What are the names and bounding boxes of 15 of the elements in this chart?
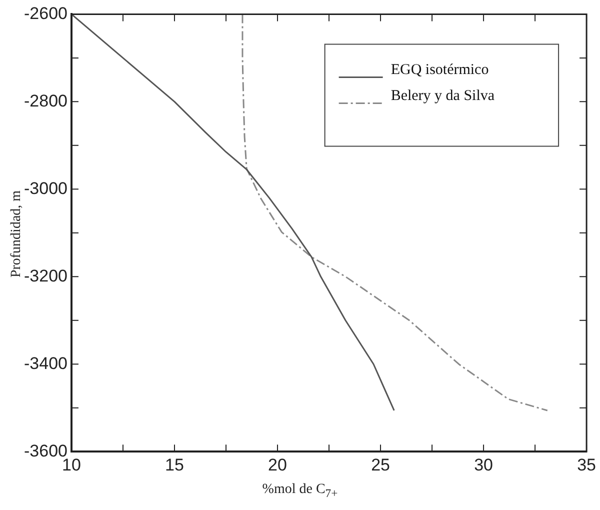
x-tick-label: 25 xyxy=(371,455,390,474)
legend-label: EGQ isotérmico xyxy=(390,62,489,78)
line-series xyxy=(242,14,548,412)
x-tick-label: 35 xyxy=(577,455,596,474)
x-axis-title: %mol de C$_{7+}$ xyxy=(261,482,339,500)
y-tick-label: -2800 xyxy=(24,91,68,110)
y-tick-label: -3200 xyxy=(24,266,68,286)
legend-label: Belery y da Silva xyxy=(390,88,495,104)
y-tick-label: -3000 xyxy=(24,178,68,198)
x-tick-label: 20 xyxy=(268,455,287,474)
y-axis-title: Profundidad, m xyxy=(9,190,24,278)
x-tick-label: 30 xyxy=(474,455,493,474)
x-tick-label: 15 xyxy=(165,455,184,474)
y-tick-label: -2600 xyxy=(24,4,68,23)
y-tick-label: -3400 xyxy=(24,354,68,373)
